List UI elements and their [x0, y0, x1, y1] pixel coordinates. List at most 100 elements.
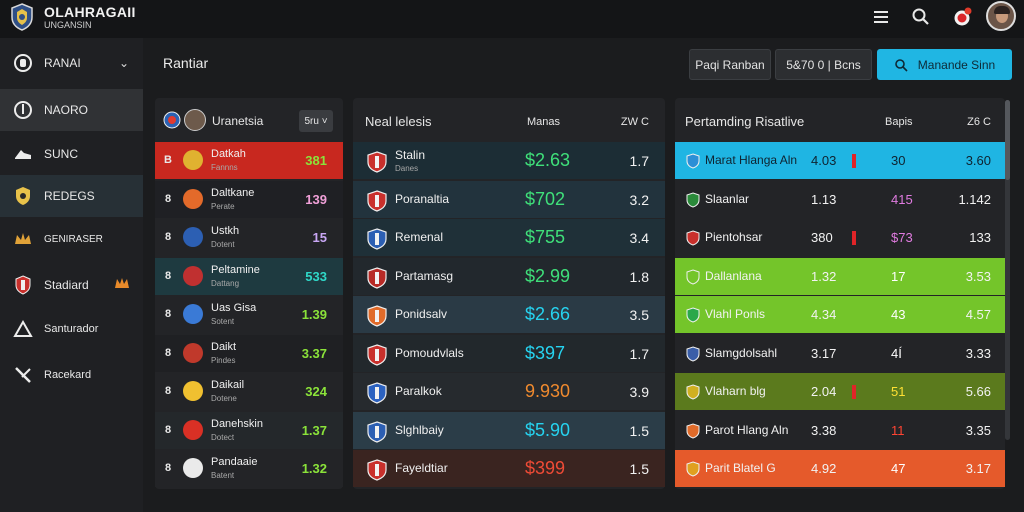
team-value: 324 [305, 384, 327, 399]
team-stat: $73 [891, 230, 913, 245]
team-stat: 17 [891, 268, 906, 284]
column-header-price: Manas [527, 116, 561, 128]
panel-title: Uranetsia [212, 114, 264, 128]
table-row[interactable]: Slamgdolsahl 3.17 4Í 3.33 [675, 334, 1005, 372]
alert-icon[interactable] [951, 6, 973, 28]
team-stat: 4Í [891, 345, 902, 361]
table-row[interactable]: Slghlbaiy $5.90 1.5 [353, 411, 665, 449]
search-button[interactable]: Manande Sinn [877, 49, 1012, 80]
team-name: Ustkh [211, 225, 240, 237]
rank-label: 8 [164, 423, 172, 436]
market-price: 9.930 [525, 381, 571, 401]
flag-icon [852, 385, 856, 399]
team-badge-icon [183, 150, 203, 170]
chevron-down-icon[interactable]: ⌄ [118, 56, 129, 70]
table-row[interactable]: Pientohsar 380 $73 133 [675, 219, 1005, 256]
rank-label: 8 [164, 192, 172, 205]
table-row[interactable]: Slaanlar 1.13 415 1.142 [675, 180, 1005, 218]
market-name: Partamasg [395, 268, 454, 283]
crown-icon [12, 228, 34, 250]
sidebar-item-redegs[interactable]: REDEGS [0, 175, 143, 217]
team-crest-icon [163, 111, 181, 129]
sidebar-item-sunc[interactable]: SUNC [0, 133, 143, 175]
table-row[interactable]: Marat Hlanga Aln 4.03 30 3.60 [675, 142, 1005, 179]
table-row[interactable]: B Datkah Fannns 381 [155, 142, 343, 179]
table-row[interactable]: 8 Daikail Dotene 324 [155, 373, 343, 410]
team-crest-icon [686, 307, 700, 323]
team-stat: 47 [891, 461, 906, 476]
team-name: Datkah [211, 148, 246, 160]
sidebar-item-geniraser[interactable]: GENIRASER [0, 218, 143, 260]
sidebar-item-naoro[interactable]: NAORO [0, 89, 143, 131]
table-row[interactable]: 8 Pandaaie Batent 1.32 [155, 450, 343, 487]
team-rating: 3.38 [811, 422, 837, 438]
table-row[interactable]: 8 Daltkane Perate 139 [155, 180, 343, 218]
table-row[interactable]: Vlaharn blg 2.04 51 5.66 [675, 373, 1005, 410]
sidebar-item-ranai[interactable]: RANAI ⌄ [0, 42, 143, 84]
market-name: Paralkok [395, 384, 442, 398]
team-subtitle: Dattang [211, 278, 240, 288]
team-name: Slaanlar [705, 191, 750, 206]
table-row[interactable]: Ponidsalv $2.66 3.5 [353, 296, 665, 333]
team-badge-icon [183, 458, 203, 478]
team-name: Pientohsar [705, 230, 763, 244]
bonus-button[interactable]: 5&70 0 | Bcns [775, 49, 872, 80]
search-icon[interactable] [910, 6, 932, 28]
team-rating: 3.17 [811, 345, 837, 361]
team-crest-icon [686, 268, 700, 285]
team-name: Dallanlana [705, 268, 762, 283]
table-row[interactable]: 8 Danehskin Dotect 1.37 [155, 411, 343, 449]
rank-label: B [164, 154, 172, 166]
panel-dropdown[interactable]: 5ru ˅ [299, 110, 333, 132]
sidebar-item-santurador[interactable]: Santurador [0, 308, 143, 350]
sidebar-item-racekard[interactable]: Racekard [0, 354, 143, 396]
team-badge-icon [183, 304, 203, 324]
filter-button[interactable]: Paqi Ranban [689, 49, 771, 80]
team-subtitle: Fannns [211, 163, 238, 172]
team-score: 3.60 [965, 153, 991, 168]
flag-icon [852, 154, 856, 168]
team-badge-icon [183, 342, 203, 363]
table-row[interactable]: Pomoudvlals $397 1.7 [353, 334, 665, 372]
table-row[interactable]: Parot Hlang Aln 3.38 11 3.35 [675, 411, 1005, 449]
team-badge-icon [183, 227, 203, 247]
team-stat: 11 [891, 422, 905, 438]
team-score: 133 [969, 230, 991, 245]
team-rating: 4.34 [811, 307, 837, 322]
table-row[interactable]: Dallanlana 1.32 17 3.53 [675, 257, 1005, 295]
search-icon [894, 58, 908, 72]
market-name: Poranaltia [395, 191, 450, 206]
table-row[interactable]: 8 Peltamine Dattang 533 [155, 257, 343, 295]
sidebar-item-label: RANAI [44, 56, 81, 70]
table-row[interactable]: 8 Ustkh Dotent 15 [155, 219, 343, 256]
table-row[interactable]: Partamasg $2.99 1.8 [353, 257, 665, 295]
team-value: 3.37 [301, 345, 327, 361]
table-row[interactable]: Poranaltia $702 3.2 [353, 180, 665, 218]
scrollbar[interactable] [1005, 100, 1010, 440]
market-name: Fayeldtiar [395, 461, 448, 475]
table-row[interactable]: Fayeldtiar $399 1.5 [353, 450, 665, 487]
team-score: 4.57 [965, 307, 991, 322]
team-crest-icon [686, 345, 700, 362]
panel-header: Neal lelesis Manas ZW C [353, 98, 665, 142]
rank-label: 8 [164, 231, 172, 243]
table-row[interactable]: 8 Uas Gisa Sotent 1.39 [155, 296, 343, 333]
team-badge-icon [183, 188, 203, 209]
market-name: Ponidsalv [395, 307, 448, 321]
user-avatar[interactable] [986, 1, 1016, 31]
sidebar-item-label: GENIRASER [44, 233, 103, 245]
rank-label: 8 [164, 385, 172, 397]
menu-icon[interactable] [870, 6, 892, 28]
sidebar-item-stadiard[interactable]: Stadiard [0, 264, 143, 306]
team-crest-icon [367, 305, 387, 327]
standings-panel: Pertamding Risatlive Bapis Z6 C Marat Hl… [675, 98, 1005, 489]
shield-logo-icon[interactable] [10, 3, 34, 31]
table-row[interactable]: 8 Daikt Pindes 3.37 [155, 334, 343, 372]
table-row[interactable]: Stalin Danes $2.63 1.7 [353, 142, 665, 179]
scrollbar-thumb[interactable] [1005, 100, 1010, 180]
table-row[interactable]: Vlahl Ponls 4.34 43 4.57 [675, 296, 1005, 333]
table-row[interactable]: Parit Blatel G 4.92 47 3.17 [675, 450, 1005, 487]
table-row[interactable]: Remenal $755 3.4 [353, 219, 665, 256]
team-name: Daltkane [211, 186, 255, 199]
table-row[interactable]: Paralkok 9.930 3.9 [353, 373, 665, 410]
